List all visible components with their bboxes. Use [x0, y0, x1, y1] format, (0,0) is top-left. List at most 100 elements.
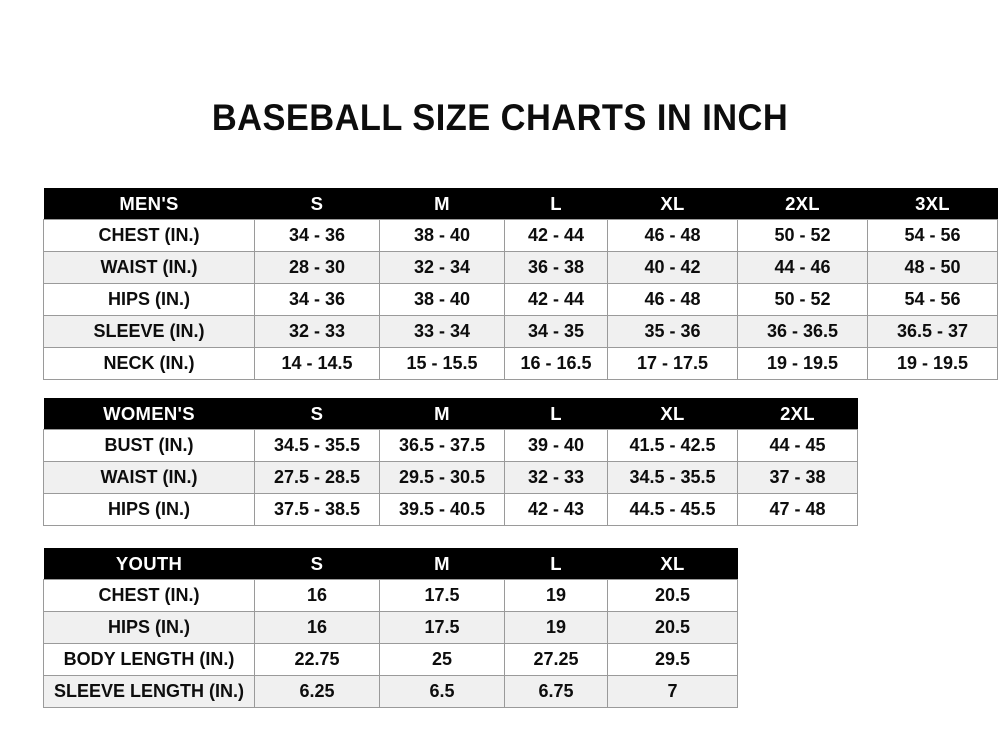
cell-value: 25 — [379, 643, 505, 676]
cell-value: 6.5 — [379, 675, 505, 708]
cell-value: 7 — [607, 675, 738, 708]
cell-value: 35 - 36 — [607, 315, 738, 348]
cell-value: 47 - 48 — [737, 493, 858, 526]
column-header-m: M — [379, 548, 505, 580]
cell-value: 33 - 34 — [379, 315, 505, 348]
cell-value: 16 — [254, 611, 380, 644]
cell-value: 39.5 - 40.5 — [379, 493, 505, 526]
column-header-m: M — [379, 188, 505, 220]
column-header-m: M — [379, 398, 505, 430]
column-header-l: L — [504, 548, 608, 580]
row-label: HIPS (IN.) — [43, 493, 255, 526]
cell-value: 14 - 14.5 — [254, 347, 380, 380]
row-label: CHEST (IN.) — [43, 219, 255, 252]
table-row: WAIST (IN.) 27.5 - 28.5 29.5 - 30.5 32 -… — [43, 461, 858, 494]
table-row: HIPS (IN.) 37.5 - 38.5 39.5 - 40.5 42 - … — [43, 493, 858, 526]
cell-value: 36.5 - 37 — [867, 315, 998, 348]
cell-value: 27.5 - 28.5 — [254, 461, 380, 494]
cell-value: 46 - 48 — [607, 283, 738, 316]
cell-value: 48 - 50 — [867, 251, 998, 284]
row-label: WAIST (IN.) — [43, 461, 255, 494]
cell-value: 28 - 30 — [254, 251, 380, 284]
column-header-l: L — [504, 188, 608, 220]
table-row: HIPS (IN.) 16 17.5 19 20.5 — [43, 611, 738, 644]
table-row: CHEST (IN.) 16 17.5 19 20.5 — [43, 579, 738, 612]
cell-value: 19 — [504, 579, 608, 612]
mens-size-table: MEN'S S M L XL 2XL 3XL CHEST (IN.) 34 - … — [43, 188, 998, 380]
cell-value: 22.75 — [254, 643, 380, 676]
column-header-xl: XL — [607, 398, 738, 430]
cell-value: 20.5 — [607, 611, 738, 644]
table-row: BUST (IN.) 34.5 - 35.5 36.5 - 37.5 39 - … — [43, 429, 858, 462]
table-header-row: YOUTH S M L XL — [43, 548, 738, 580]
womens-size-chart: WOMEN'S S M L XL 2XL BUST (IN.) 34.5 - 3… — [43, 398, 858, 526]
column-header-xl: XL — [607, 188, 738, 220]
cell-value: 36.5 - 37.5 — [379, 429, 505, 462]
column-header-category: WOMEN'S — [43, 398, 255, 430]
column-header-category: YOUTH — [43, 548, 255, 580]
cell-value: 15 - 15.5 — [379, 347, 505, 380]
cell-value: 6.25 — [254, 675, 380, 708]
row-label: BUST (IN.) — [43, 429, 255, 462]
youth-size-chart: YOUTH S M L XL CHEST (IN.) 16 17.5 19 20… — [43, 548, 738, 708]
cell-value: 36 - 38 — [504, 251, 608, 284]
table-row: SLEEVE (IN.) 32 - 33 33 - 34 34 - 35 35 … — [43, 315, 998, 348]
cell-value: 39 - 40 — [504, 429, 608, 462]
cell-value: 54 - 56 — [867, 283, 998, 316]
cell-value: 19 - 19.5 — [737, 347, 868, 380]
cell-value: 40 - 42 — [607, 251, 738, 284]
row-label: HIPS (IN.) — [43, 283, 255, 316]
cell-value: 42 - 44 — [504, 283, 608, 316]
cell-value: 17 - 17.5 — [607, 347, 738, 380]
cell-value: 20.5 — [607, 579, 738, 612]
column-header-s: S — [254, 188, 380, 220]
cell-value: 19 - 19.5 — [867, 347, 998, 380]
cell-value: 34.5 - 35.5 — [607, 461, 738, 494]
row-label: WAIST (IN.) — [43, 251, 255, 284]
table-row: HIPS (IN.) 34 - 36 38 - 40 42 - 44 46 - … — [43, 283, 998, 316]
cell-value: 37.5 - 38.5 — [254, 493, 380, 526]
cell-value: 34 - 35 — [504, 315, 608, 348]
column-header-2xl: 2XL — [737, 188, 868, 220]
cell-value: 17.5 — [379, 611, 505, 644]
page-title: BASEBALL SIZE CHARTS IN INCH — [211, 96, 789, 138]
cell-value: 32 - 34 — [379, 251, 505, 284]
mens-size-chart: MEN'S S M L XL 2XL 3XL CHEST (IN.) 34 - … — [43, 188, 998, 380]
row-label: CHEST (IN.) — [43, 579, 255, 612]
cell-value: 44 - 45 — [737, 429, 858, 462]
cell-value: 46 - 48 — [607, 219, 738, 252]
cell-value: 34.5 - 35.5 — [254, 429, 380, 462]
row-label: NECK (IN.) — [43, 347, 255, 380]
cell-value: 50 - 52 — [737, 283, 868, 316]
cell-value: 37 - 38 — [737, 461, 858, 494]
womens-size-table: WOMEN'S S M L XL 2XL BUST (IN.) 34.5 - 3… — [43, 398, 858, 526]
cell-value: 36 - 36.5 — [737, 315, 868, 348]
cell-value: 44.5 - 45.5 — [607, 493, 738, 526]
row-label: SLEEVE (IN.) — [43, 315, 255, 348]
table-header-row: WOMEN'S S M L XL 2XL — [43, 398, 858, 430]
column-header-category: MEN'S — [43, 188, 255, 220]
column-header-l: L — [504, 398, 608, 430]
table-row: WAIST (IN.) 28 - 30 32 - 34 36 - 38 40 -… — [43, 251, 998, 284]
cell-value: 54 - 56 — [867, 219, 998, 252]
cell-value: 32 - 33 — [254, 315, 380, 348]
table-row: BODY LENGTH (IN.) 22.75 25 27.25 29.5 — [43, 643, 738, 676]
column-header-2xl: 2XL — [737, 398, 858, 430]
cell-value: 50 - 52 — [737, 219, 868, 252]
cell-value: 16 — [254, 579, 380, 612]
cell-value: 32 - 33 — [504, 461, 608, 494]
cell-value: 34 - 36 — [254, 283, 380, 316]
cell-value: 16 - 16.5 — [504, 347, 608, 380]
cell-value: 17.5 — [379, 579, 505, 612]
cell-value: 42 - 44 — [504, 219, 608, 252]
column-header-xl: XL — [607, 548, 738, 580]
table-row: CHEST (IN.) 34 - 36 38 - 40 42 - 44 46 -… — [43, 219, 998, 252]
table-header-row: MEN'S S M L XL 2XL 3XL — [43, 188, 998, 220]
cell-value: 29.5 — [607, 643, 738, 676]
cell-value: 41.5 - 42.5 — [607, 429, 738, 462]
row-label: SLEEVE LENGTH (IN.) — [43, 675, 255, 708]
cell-value: 19 — [504, 611, 608, 644]
cell-value: 34 - 36 — [254, 219, 380, 252]
row-label: HIPS (IN.) — [43, 611, 255, 644]
